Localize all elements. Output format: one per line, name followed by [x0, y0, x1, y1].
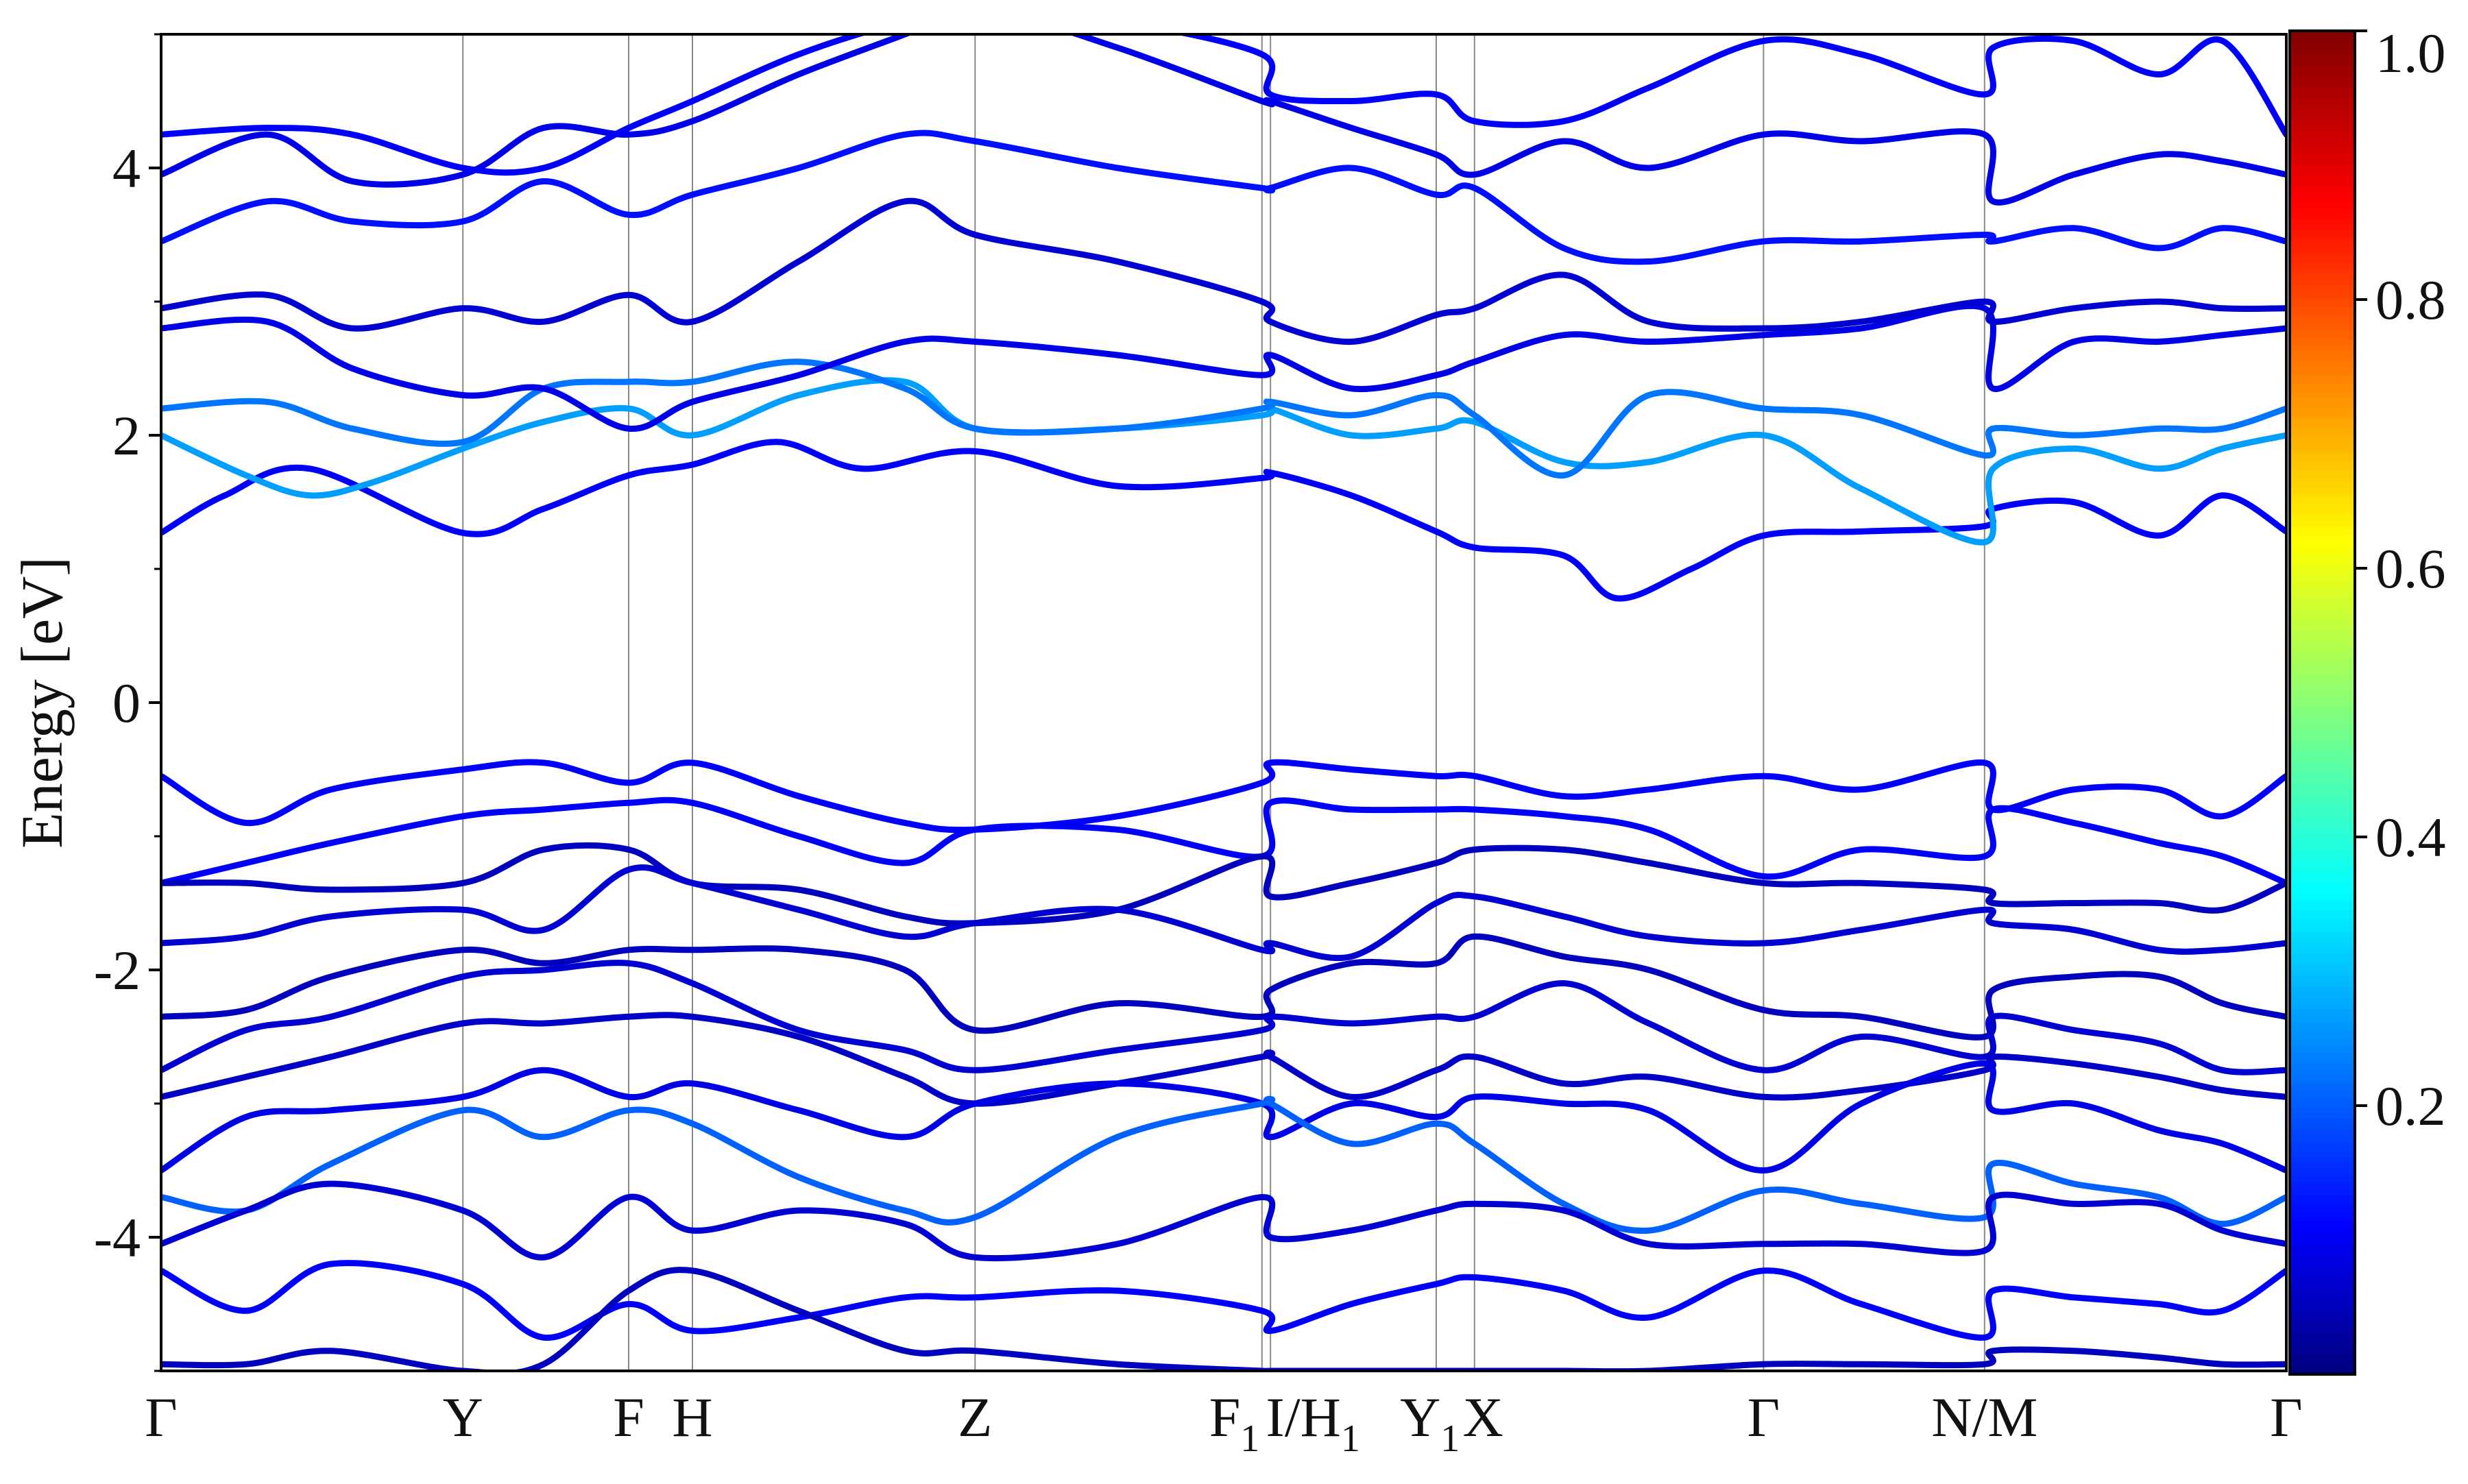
band-line: [161, 302, 2286, 432]
kpoint-label: Y1: [1400, 1386, 1460, 1460]
kpoint-label: X: [1463, 1386, 1503, 1448]
kpoint-label: Γ: [2270, 1386, 2302, 1448]
band-line: [161, 1095, 2286, 1234]
kpoint-label: Z: [958, 1386, 992, 1448]
y-axis-ticks: -4 -2 0 2 4: [94, 33, 161, 1372]
kpoint-subscript: 1: [1240, 1418, 1259, 1460]
band-line: [161, 377, 2286, 546]
kpoint-label: I/H1: [1266, 1386, 1360, 1460]
kpoint-subscript: 1: [1440, 1418, 1460, 1460]
kpoint-label: Y: [443, 1386, 483, 1448]
band-line: [161, 1180, 2286, 1262]
band-line: [161, 130, 2286, 265]
band-line: [161, 864, 2286, 962]
y-tick-label: -4: [94, 1206, 141, 1269]
band-line: [161, 439, 2286, 602]
band-line: [161, 842, 2286, 927]
band-lines: [161, 34, 2286, 1371]
kpoint-label: H: [672, 1386, 712, 1448]
y-tick-label: -2: [94, 939, 141, 1001]
kpoint-label: N/M: [1931, 1386, 2037, 1448]
colorbar-tick-label: 0.8: [2375, 269, 2446, 331]
colorbar-tick-label: 0.4: [2375, 806, 2446, 868]
y-axis-label: Energy [eV]: [9, 557, 75, 849]
x-axis-kpoint-labels: Γ Y F H Z F1 I/H1 Y1 X Γ N/M Γ: [145, 1386, 2302, 1460]
colorbar-tick-label: 0.6: [2375, 537, 2446, 600]
band-line: [161, 1060, 2286, 1174]
kpoint-label: F1: [1209, 1386, 1260, 1460]
band-line: [161, 759, 2286, 834]
colorbar-tick-label: 0.2: [2375, 1075, 2446, 1137]
y-tick-label: 2: [112, 404, 141, 467]
band-line: [161, 197, 2286, 345]
colorbar: 0.2 0.4 0.6 0.8 1.0: [2288, 22, 2446, 1376]
band-line: [161, 1267, 2286, 1371]
band-line: [161, 34, 2286, 206]
kpoint-subscript: 1: [1341, 1418, 1360, 1460]
colorbar-tick-label: 1.0: [2375, 22, 2446, 84]
kpoint-label: Γ: [145, 1386, 177, 1448]
colorbar-gradient: [2288, 29, 2356, 1376]
y-tick-label: 0: [112, 672, 141, 734]
band-line: [161, 796, 2286, 886]
kpoint-gridlines: [462, 34, 1985, 1371]
kpoint-label: F: [613, 1386, 644, 1448]
y-tick-label: 4: [112, 137, 141, 199]
band-line: [161, 1260, 2286, 1341]
band-line: [161, 960, 2286, 1075]
band-line: [161, 34, 2286, 176]
kpoint-label: Γ: [1747, 1386, 1780, 1448]
